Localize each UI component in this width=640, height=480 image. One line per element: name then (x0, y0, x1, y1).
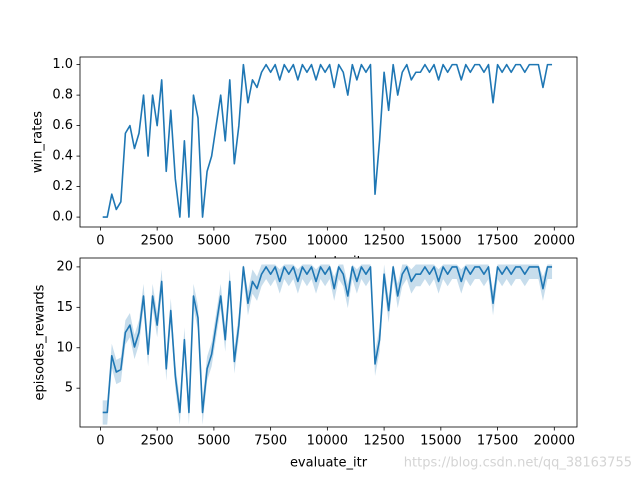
x-tick-label: 12500 (363, 234, 404, 249)
plot-area (80, 258, 577, 427)
x-tick-label: 15000 (420, 434, 461, 449)
y-tick-label: 5 (65, 381, 73, 396)
y-tick-label: 20 (56, 259, 73, 274)
line (102, 63, 553, 218)
y-tick-label: 15 (56, 300, 73, 315)
axes-frame (79, 257, 578, 428)
y-tick-label: 0.4 (52, 149, 73, 164)
x-tick-label: 2500 (141, 234, 174, 249)
plot-area (80, 57, 577, 227)
y-tick-label: 1.0 (52, 57, 73, 72)
x-tick-label: 0 (96, 234, 104, 249)
y-tick-label: 0.0 (52, 210, 73, 225)
x-tick-label: 17500 (477, 234, 518, 249)
line (102, 266, 553, 414)
y-tick-label: 10 (56, 340, 73, 355)
axes-frame (79, 56, 578, 228)
x-tick-label: 10000 (307, 434, 348, 449)
x-tick-label: 20000 (534, 434, 575, 449)
watermark: https://blog.csdn.net/qq_38163755 (404, 456, 632, 471)
x-tick-label: 5000 (197, 434, 230, 449)
x-tick-label: 7500 (254, 434, 287, 449)
x-tick-label: 5000 (197, 234, 230, 249)
y-axis-label: win_rates (31, 111, 46, 173)
x-tick-label: 10000 (307, 234, 348, 249)
y-tick-label: 0.6 (52, 118, 73, 133)
x-tick-label: 12500 (363, 434, 404, 449)
x-tick-label: 20000 (534, 234, 575, 249)
y-tick-label: 0.2 (52, 179, 73, 194)
x-tick-label: 15000 (420, 234, 461, 249)
x-tick-label: 17500 (477, 434, 518, 449)
x-axis-label: evaluate_itr (290, 456, 368, 471)
x-tick-label: 2500 (141, 434, 174, 449)
x-tick-label: 7500 (254, 234, 287, 249)
x-tick-label: 0 (96, 434, 104, 449)
y-axis-label: episodes_rewards (33, 284, 48, 400)
y-tick-label: 0.8 (52, 88, 73, 103)
